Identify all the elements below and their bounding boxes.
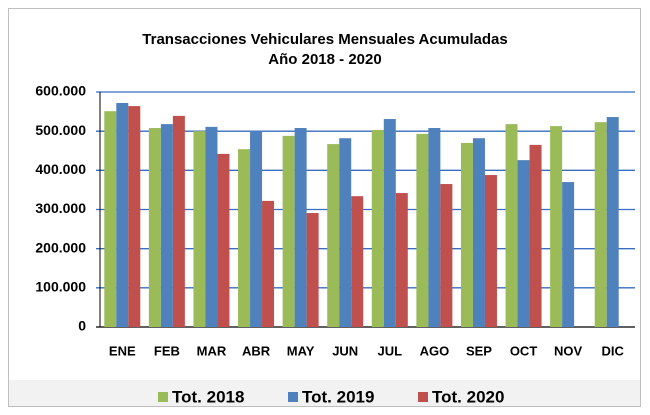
bar [128,106,141,327]
bar [104,111,117,327]
legend-label: Tot. 2020 [432,387,504,406]
bar [606,117,619,327]
bar [351,196,364,327]
x-tick-label: SEP [466,343,492,358]
bar [238,149,251,327]
bar [262,200,275,327]
y-tick-label: 400.000 [35,161,86,177]
x-tick-label: FEB [154,343,180,358]
x-tick-label: JUN [332,343,358,358]
bar [205,126,218,327]
y-tick-label: 300.000 [35,200,86,216]
bar [116,102,129,327]
bar [517,160,530,327]
bar [416,133,429,327]
bar [306,213,319,327]
bar [371,129,384,327]
y-tick-label: 100.000 [35,279,86,295]
x-tick-label: DIC [602,343,625,358]
x-tick-label: JUL [378,343,403,358]
bar [428,128,441,327]
y-tick-label: 600.000 [35,83,86,99]
bar [460,142,473,327]
bar [160,124,173,327]
bar [440,184,453,327]
x-tick-label: OCT [510,343,538,358]
bar [294,128,307,327]
bar [395,193,408,327]
bar [172,115,185,328]
legend-label: Tot. 2019 [302,387,374,406]
legend-box [9,380,640,406]
x-tick-label: MAY [287,343,315,358]
x-tick-label: AGO [420,343,450,358]
bar [383,119,396,328]
bar [594,122,607,328]
legend-swatch [288,392,298,402]
x-tick-label: ABR [242,343,271,358]
y-tick-label: 0 [78,318,86,334]
bar [282,135,295,327]
y-tick-label: 500.000 [35,122,86,138]
bar [148,128,161,327]
y-tick-label: 200.000 [35,239,86,255]
bar [472,138,485,327]
bar [529,144,542,327]
bar [339,138,352,327]
bar [484,175,497,327]
x-tick-label: ENE [109,343,136,358]
chart-title: Transacciones Vehiculares Mensuales Acum… [142,31,507,48]
legend-label: Tot. 2018 [172,387,244,406]
chart-frame [8,8,641,407]
x-tick-label: MAR [197,343,227,358]
legend-swatch [418,392,428,402]
bar [327,144,340,327]
bar [193,131,206,327]
bar [217,153,230,327]
bar [505,124,518,327]
bar [562,182,575,327]
chart-subtitle: Año 2018 - 2020 [268,51,381,68]
x-tick-label: NOV [554,343,583,358]
legend-swatch [158,392,168,402]
bar [250,131,263,327]
bar [550,126,563,327]
